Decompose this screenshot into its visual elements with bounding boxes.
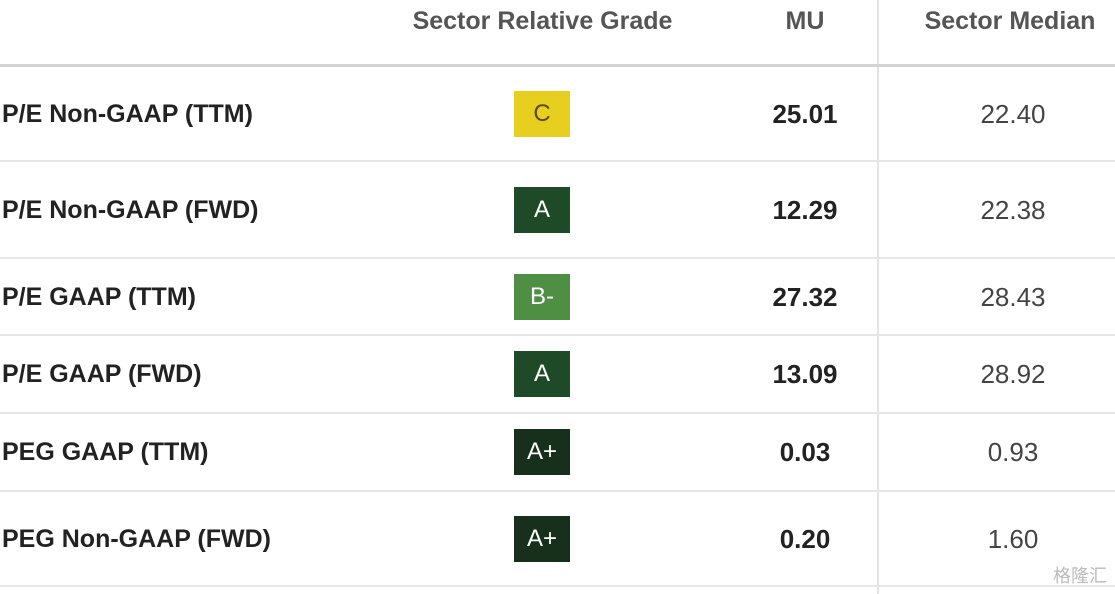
row-divider [0, 585, 1115, 587]
row-divider [0, 490, 1115, 492]
metric-label: PEG GAAP (TTM) [2, 438, 209, 466]
grade-badge: C [514, 90, 570, 137]
grade-badge: B- [514, 273, 570, 320]
mu-value: 0.20 [779, 523, 831, 554]
median-value: 28.43 [980, 281, 1046, 312]
mu-value: 0.03 [779, 437, 831, 467]
grade-badge: A+ [514, 515, 570, 562]
row-divider [0, 160, 1115, 162]
median-value: 1.60 [987, 523, 1039, 554]
mu-value: 12.29 [772, 194, 838, 225]
header-divider [0, 64, 1115, 67]
mu-value: 27.32 [772, 281, 838, 312]
row-divider [0, 334, 1115, 336]
metric-label: P/E Non-GAAP (TTM) [2, 99, 253, 128]
header-mu: MU [785, 7, 825, 35]
median-value: 22.38 [980, 194, 1046, 225]
row-divider [0, 257, 1115, 259]
mu-value: 25.01 [772, 98, 838, 129]
median-value: 28.92 [980, 359, 1046, 389]
row-divider [0, 412, 1115, 414]
header-grade: Sector Relative Grade [412, 7, 673, 35]
column-divider [877, 0, 879, 594]
grade-badge: A [514, 351, 570, 397]
metric-label: P/E GAAP (FWD) [2, 360, 202, 388]
metric-label: P/E GAAP (TTM) [2, 282, 196, 311]
median-value: 0.93 [987, 437, 1039, 467]
grade-badge: A [514, 186, 570, 233]
watermark: 格隆汇 [1053, 566, 1107, 586]
median-value: 22.40 [980, 98, 1046, 129]
header-median: Sector Median [924, 7, 1096, 35]
metric-label: PEG Non-GAAP (FWD) [2, 524, 271, 553]
metric-label: P/E Non-GAAP (FWD) [2, 195, 259, 224]
mu-value: 13.09 [772, 359, 838, 389]
grade-badge: A+ [514, 429, 570, 475]
